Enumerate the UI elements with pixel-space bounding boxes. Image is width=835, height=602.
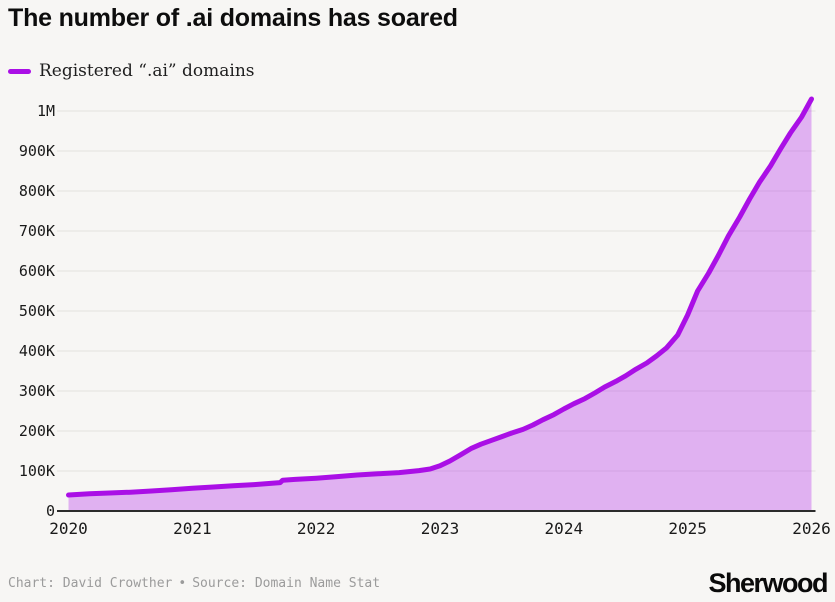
legend-line-swatch: [8, 68, 31, 74]
y-tick-label: 1M: [36, 102, 55, 120]
y-tick-label: 900K: [18, 142, 55, 160]
credit-separator: •: [178, 576, 187, 591]
y-tick-label: 0: [45, 502, 55, 520]
footer: Chart: David Crowther • Source: Domain N…: [8, 568, 828, 598]
credit-author: Chart: David Crowther: [8, 576, 173, 591]
x-tick-label: 2022: [296, 519, 336, 538]
page-title: The number of .ai domains has soared: [8, 4, 458, 32]
y-tick-label: 200K: [18, 422, 55, 440]
legend-label: Registered “.ai” domains: [39, 61, 255, 81]
x-tick-label: 2021: [173, 519, 212, 538]
y-tick-label: 300K: [18, 382, 55, 400]
chart-credits: Chart: David Crowther • Source: Domain N…: [8, 576, 380, 591]
x-tick-label: 2024: [544, 519, 584, 538]
credit-source: Source: Domain Name Stat: [192, 576, 381, 591]
y-tick-label: 500K: [18, 302, 55, 320]
y-tick-label: 700K: [18, 222, 55, 240]
legend: Registered “.ai” domains: [8, 61, 255, 81]
y-tick-label: 400K: [18, 342, 55, 360]
x-tick-label: 2020: [49, 519, 88, 538]
y-tick-label: 100K: [18, 462, 55, 480]
trend-line: [66, 96, 814, 498]
x-tick-label: 2025: [668, 519, 707, 538]
y-tick-label: 600K: [18, 262, 55, 280]
x-tick-label: 2026: [792, 519, 831, 538]
x-tick-label: 2023: [420, 519, 460, 538]
y-tick-label: 800K: [18, 182, 55, 200]
area-fill: [68, 99, 812, 510]
sherwood-logo: Sherwood: [708, 568, 828, 598]
